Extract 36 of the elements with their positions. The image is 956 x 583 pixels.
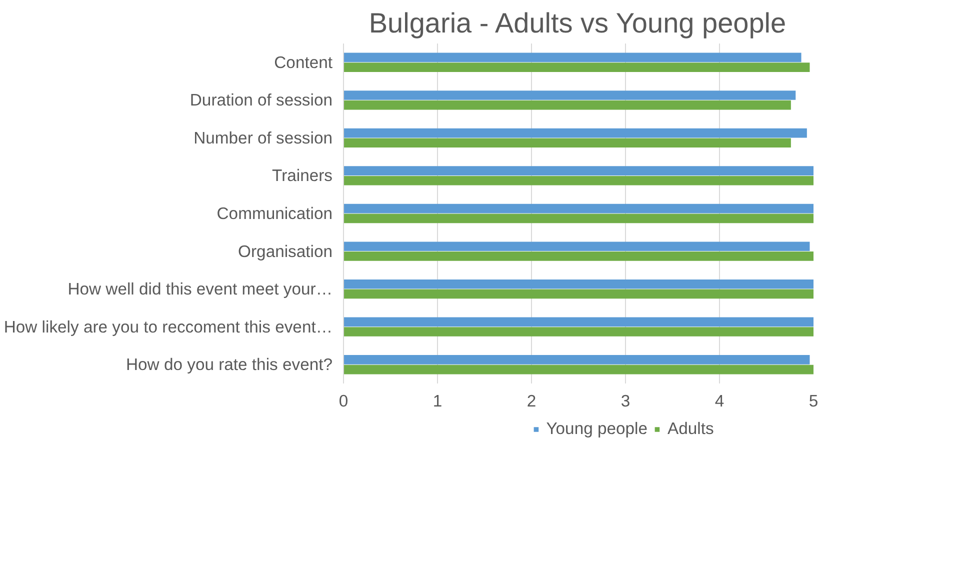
bar xyxy=(344,166,814,176)
bar xyxy=(344,252,814,261)
x-tick-label: 2 xyxy=(526,392,536,410)
y-tick-label: Trainers xyxy=(272,166,332,186)
y-tick-label: How well did this event meet your… xyxy=(68,280,333,299)
bar xyxy=(344,128,807,138)
y-tick-label: Organisation xyxy=(238,242,333,261)
legend-label: Young people xyxy=(546,419,648,439)
bar xyxy=(344,289,814,299)
bar xyxy=(344,317,814,327)
y-tick-label: How likely are you to reccoment this event… xyxy=(4,317,333,336)
y-tick-label: Communication xyxy=(216,204,333,223)
bar xyxy=(344,355,810,364)
x-tick-label: 4 xyxy=(714,392,724,410)
legend-label: Adults xyxy=(667,419,714,439)
y-tick-label: Duration of session xyxy=(190,90,333,110)
bar xyxy=(344,90,796,100)
x-tick-label: 0 xyxy=(338,392,348,410)
bar xyxy=(344,62,810,72)
bar xyxy=(344,204,814,214)
bar xyxy=(344,242,810,252)
bar xyxy=(344,214,814,224)
bar xyxy=(344,52,802,62)
x-tick-label: 5 xyxy=(808,392,818,410)
bar xyxy=(344,364,814,374)
bar xyxy=(344,138,791,148)
x-tick-label: 3 xyxy=(620,392,630,410)
bar xyxy=(344,279,814,289)
bar xyxy=(344,327,814,336)
bar xyxy=(344,100,791,110)
y-tick-label: How do you rate this event? xyxy=(126,355,333,374)
chart-title: Bulgaria - Adults vs Young people xyxy=(368,8,786,38)
x-tick-label: 1 xyxy=(432,392,442,410)
y-tick-label: Content xyxy=(274,52,333,72)
bar xyxy=(344,176,814,186)
y-tick-label: Number of session xyxy=(194,128,333,148)
